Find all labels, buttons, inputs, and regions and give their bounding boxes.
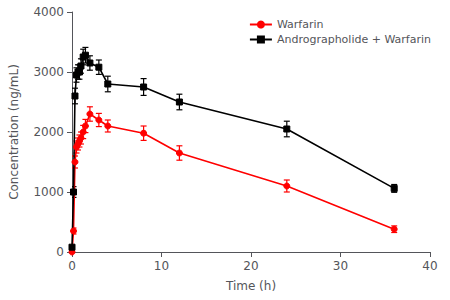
svg-text:0: 0	[68, 259, 76, 273]
svg-text:2000: 2000	[33, 125, 64, 139]
svg-text:4000: 4000	[33, 5, 64, 19]
svg-text:10: 10	[154, 259, 169, 273]
svg-text:Warfarin: Warfarin	[277, 18, 324, 31]
svg-text:3000: 3000	[33, 65, 64, 79]
svg-text:30: 30	[333, 259, 348, 273]
svg-text:20: 20	[243, 259, 258, 273]
svg-text:Time (h): Time (h)	[225, 279, 276, 293]
svg-text:1000: 1000	[33, 185, 64, 199]
svg-text:0: 0	[56, 245, 64, 259]
svg-text:Concentration (ng/mL): Concentration (ng/mL)	[7, 64, 21, 200]
svg-text:Andrographolide + Warfarin: Andrographolide + Warfarin	[277, 33, 431, 46]
svg-text:40: 40	[422, 259, 437, 273]
